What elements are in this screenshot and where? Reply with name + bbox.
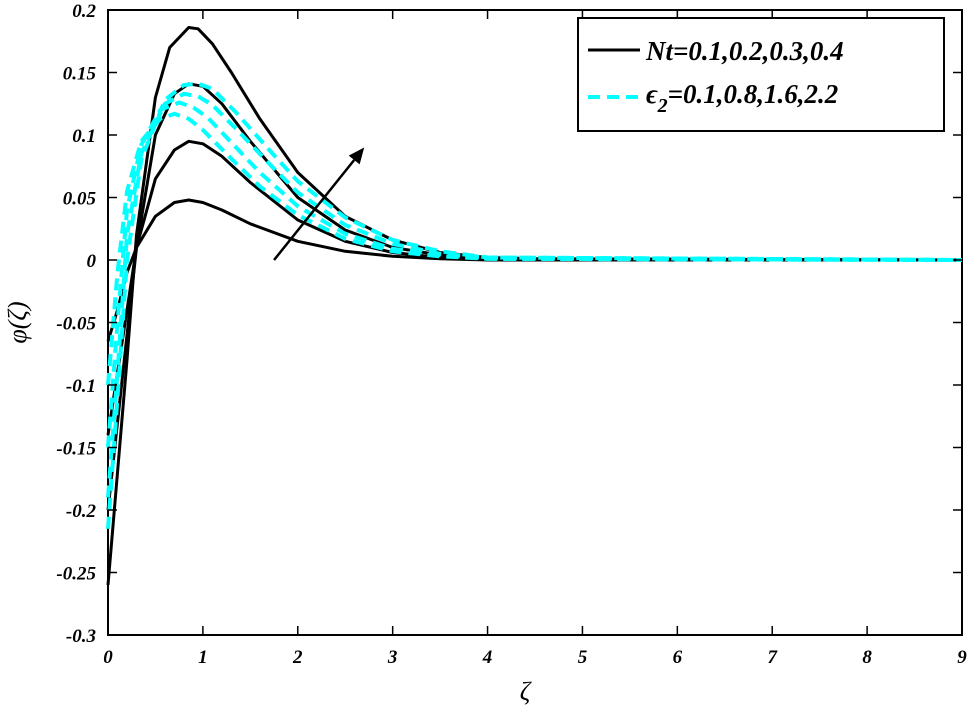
y-tick-label: -0.1: [66, 376, 96, 397]
legend-box: [577, 17, 945, 132]
x-tick-label: 3: [387, 647, 398, 668]
y-tick-label: -0.05: [56, 314, 96, 335]
x-tick-label: 8: [862, 647, 872, 668]
ticks-layer: 0 1 2 3 4 5 6 7 8 9 0.2 0.15 0.1 0.05 0 -0.05 -0.1 -0.15 -…: [56, 1, 967, 668]
x-tick-label: 2: [292, 647, 303, 668]
trend-arrow-shaft: [273, 159, 356, 261]
legend-epsilon-subscript: 2: [657, 95, 668, 117]
series-line-dashed-6: [106, 91, 963, 498]
annotation-layer: [273, 147, 365, 261]
x-tick-label: 5: [578, 647, 588, 668]
x-axis-label: ζ: [520, 677, 532, 706]
series-line-dashed-5: [106, 100, 963, 448]
y-tick-label: 0.05: [63, 189, 97, 210]
y-tick-label: -0.25: [56, 564, 96, 585]
legend-entry-nt: Nt=0.1,0.2,0.3,0.4: [645, 36, 844, 66]
series-line-dashed-7: [106, 81, 963, 529]
y-tick-label: 0.1: [72, 126, 96, 147]
series-line-solid-0: [106, 198, 962, 342]
y-tick-label: 0.15: [63, 64, 97, 85]
x-tick-label: 4: [482, 647, 493, 668]
x-tick-label: 7: [767, 647, 778, 668]
series-layer: [106, 26, 963, 586]
y-axis-label: φ(ζ): [3, 301, 32, 343]
y-tick-label: 0: [87, 251, 97, 272]
y-tick-label: -0.15: [56, 439, 96, 460]
x-tick-label: 9: [957, 647, 967, 668]
x-tick-label: 6: [673, 647, 683, 668]
y-tick-label: -0.3: [66, 626, 96, 647]
legend-entry-epsilon: ϵ2=0.1,0.8,1.6,2.2: [646, 79, 838, 117]
x-tick-label: 1: [198, 647, 208, 668]
series-line-dashed-4: [106, 111, 963, 386]
legend-epsilon-values: =0.1,0.8,1.6,2.2: [668, 79, 839, 109]
x-tick-label: 0: [103, 647, 113, 668]
y-tick-label: -0.2: [66, 501, 97, 522]
y-tick-label: 0.2: [72, 1, 96, 22]
series-line-solid-1: [106, 139, 963, 436]
legend: Nt=0.1,0.2,0.3,0.4 ϵ2=0.1,0.8,1.6,2.2: [577, 17, 945, 132]
trend-arrow-head: [348, 147, 365, 165]
legend-epsilon-symbol: ϵ: [646, 79, 658, 109]
